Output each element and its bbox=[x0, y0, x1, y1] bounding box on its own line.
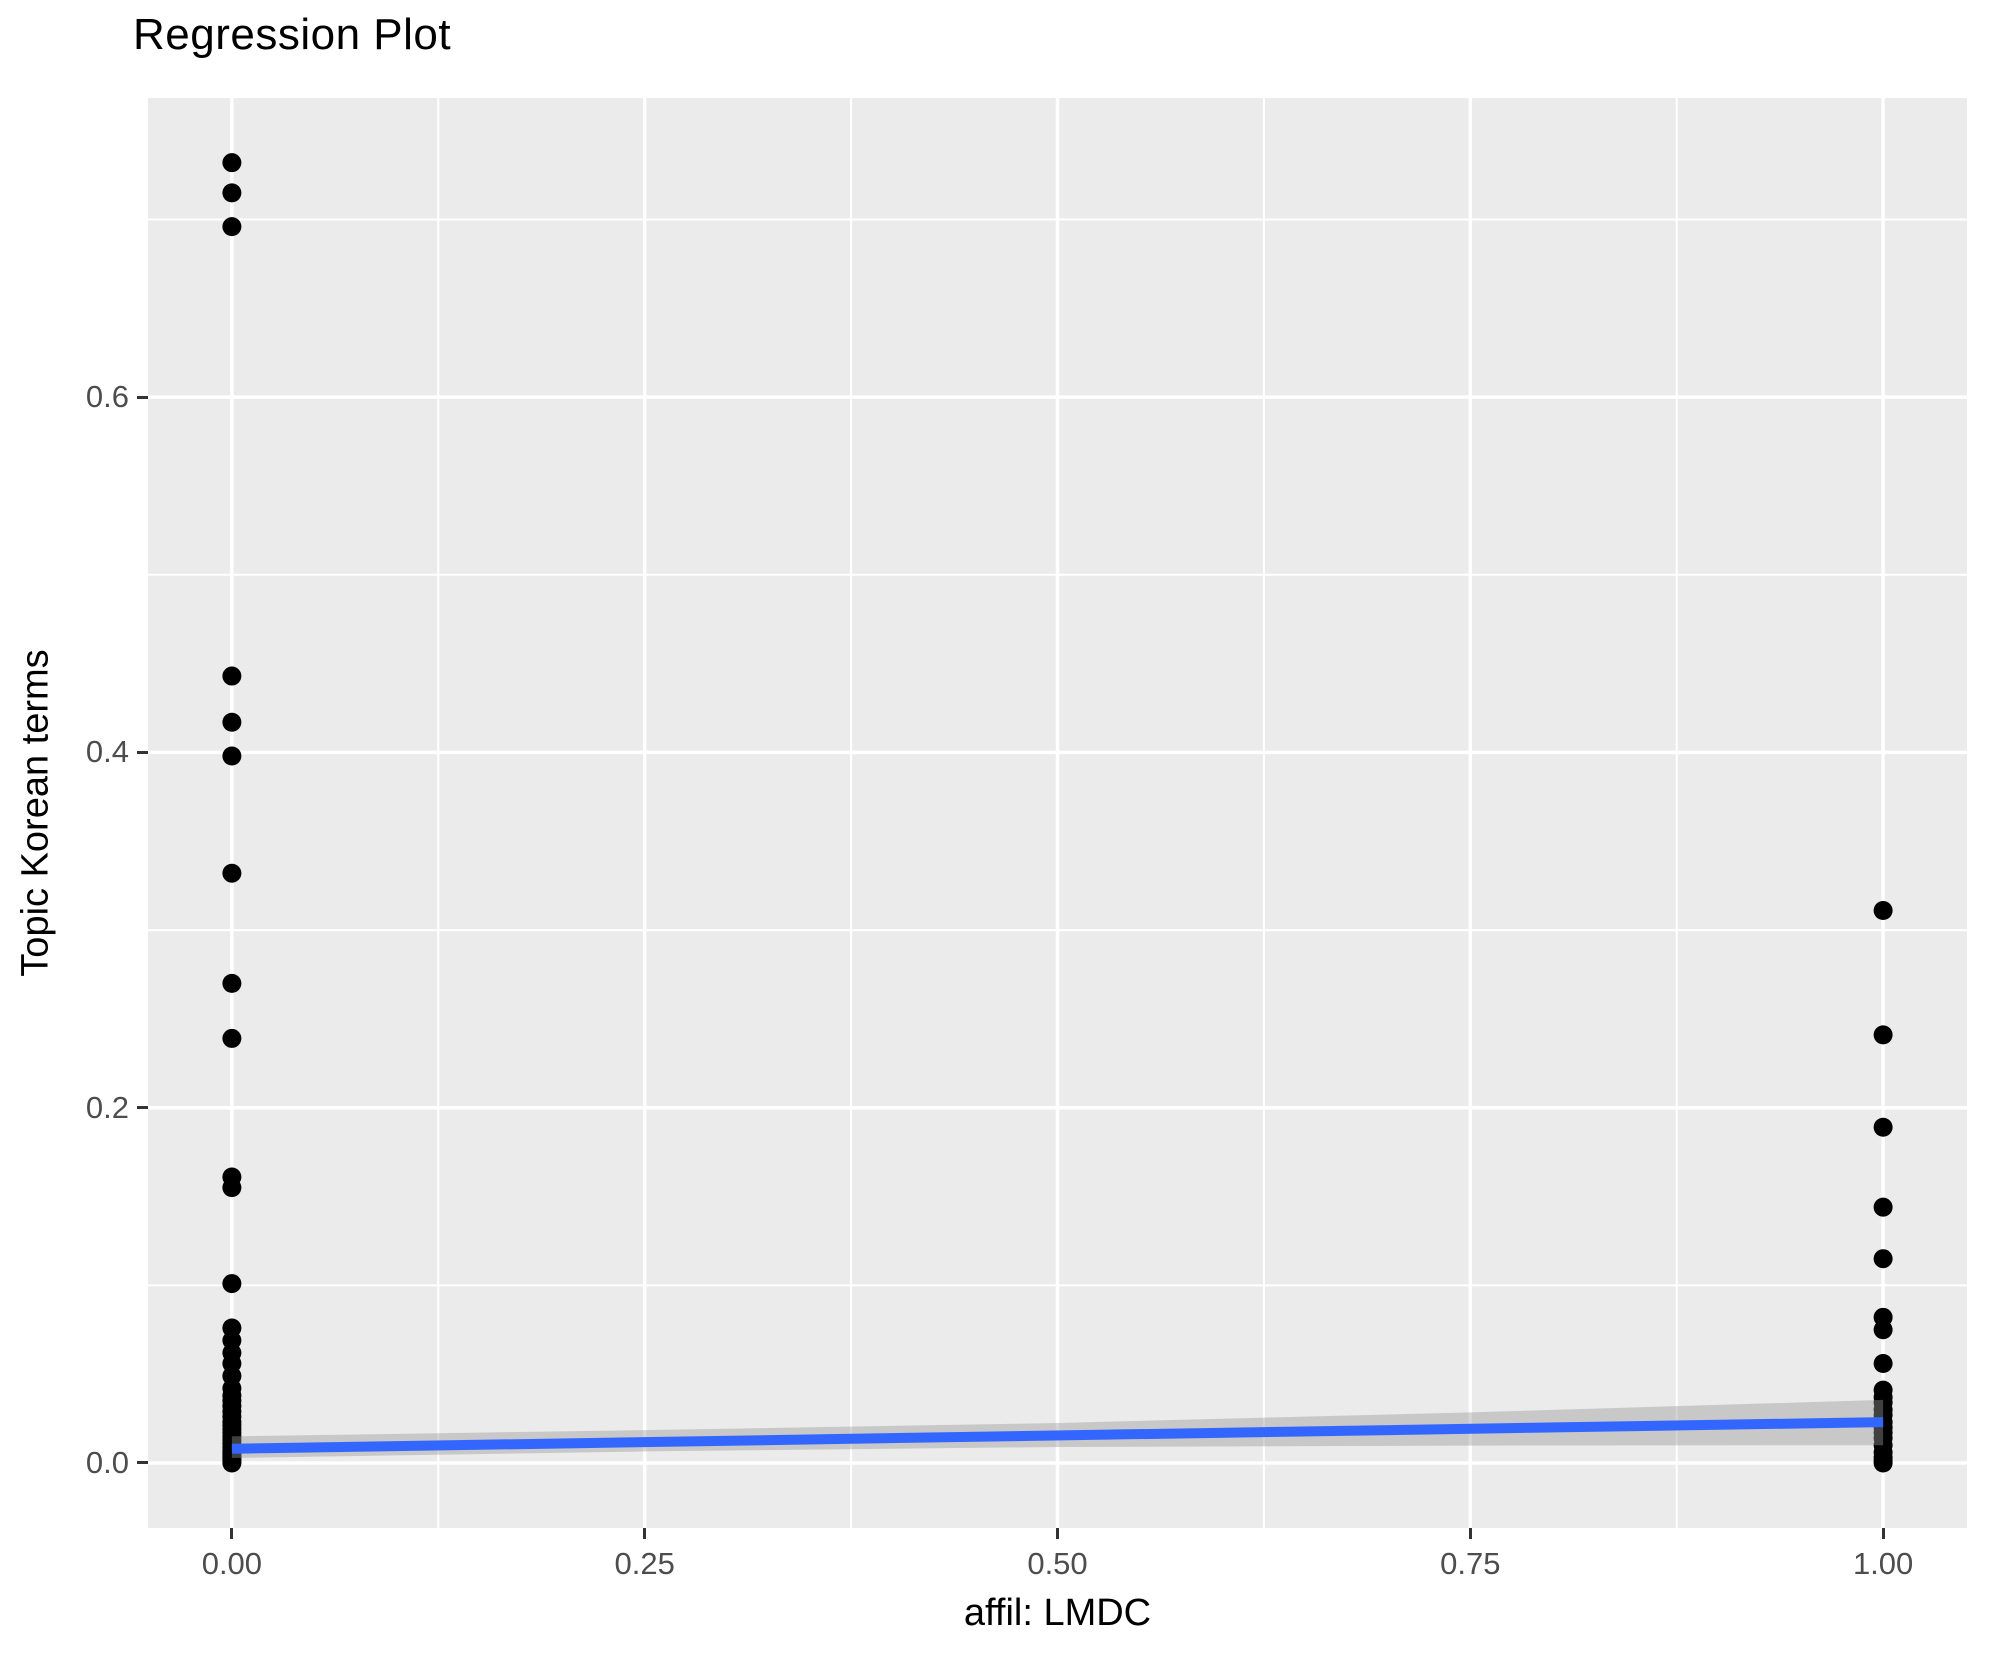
data-point bbox=[1873, 1197, 1893, 1217]
data-point bbox=[222, 217, 242, 237]
y-tick-label: 0.0 bbox=[85, 1444, 129, 1480]
data-point bbox=[1873, 1117, 1893, 1137]
data-point bbox=[1873, 1354, 1893, 1374]
plot-panel bbox=[148, 98, 1967, 1528]
data-point bbox=[1873, 901, 1893, 921]
y-tick-label: 0.2 bbox=[85, 1089, 129, 1125]
x-tick-label: 0.00 bbox=[201, 1546, 263, 1581]
y-tick-mark bbox=[137, 395, 148, 399]
data-point bbox=[1873, 1025, 1893, 1045]
y-tick-label: 0.4 bbox=[85, 734, 129, 770]
x-tick-mark bbox=[643, 1528, 647, 1539]
x-tick-mark bbox=[1881, 1528, 1885, 1539]
data-point bbox=[222, 746, 242, 766]
y-tick-label: 0.6 bbox=[85, 379, 129, 415]
data-point bbox=[222, 183, 242, 203]
data-point bbox=[222, 153, 242, 173]
x-axis-title: affil: LMDC bbox=[963, 1592, 1152, 1634]
y-tick-mark bbox=[137, 1106, 148, 1110]
x-tick-label: 0.50 bbox=[1027, 1546, 1088, 1581]
x-tick-mark bbox=[1056, 1528, 1059, 1539]
data-point bbox=[222, 863, 242, 883]
data-point bbox=[222, 1274, 242, 1294]
data-point bbox=[1873, 1453, 1893, 1473]
y-axis-title: Topic Korean terms bbox=[14, 649, 57, 977]
y-tick-mark bbox=[137, 750, 148, 754]
data-point bbox=[222, 1028, 242, 1048]
x-tick-mark bbox=[230, 1528, 234, 1539]
x-tick-label: 1.00 bbox=[1852, 1546, 1914, 1581]
data-point bbox=[222, 666, 242, 686]
data-point bbox=[222, 712, 242, 732]
chart-title: Regression Plot bbox=[133, 10, 452, 59]
x-tick-label: 0.75 bbox=[1440, 1546, 1501, 1581]
x-tick-mark bbox=[1468, 1528, 1472, 1539]
data-point bbox=[222, 1453, 242, 1473]
plot-canvas bbox=[148, 98, 1967, 1528]
data-point bbox=[222, 973, 242, 993]
regression-line bbox=[231, 1417, 1884, 1454]
data-point bbox=[1873, 1320, 1893, 1340]
data-point bbox=[222, 1178, 242, 1198]
y-tick-mark bbox=[137, 1461, 148, 1465]
data-point bbox=[1873, 1249, 1893, 1269]
x-tick-label: 0.25 bbox=[614, 1546, 675, 1581]
